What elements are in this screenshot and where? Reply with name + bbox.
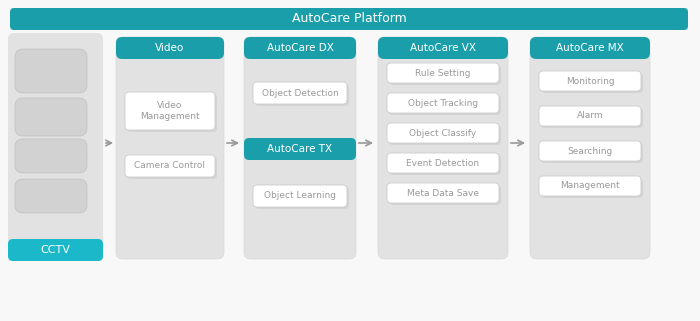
FancyBboxPatch shape — [387, 123, 499, 143]
Text: Event Detection: Event Detection — [407, 159, 480, 168]
Text: CCTV: CCTV — [41, 245, 71, 255]
Text: Rule Setting: Rule Setting — [415, 68, 470, 77]
FancyBboxPatch shape — [127, 157, 217, 179]
FancyBboxPatch shape — [244, 37, 356, 59]
Text: AutoCare MX: AutoCare MX — [556, 43, 624, 53]
FancyBboxPatch shape — [389, 125, 501, 145]
FancyBboxPatch shape — [541, 108, 643, 128]
FancyBboxPatch shape — [10, 8, 688, 30]
FancyBboxPatch shape — [387, 93, 499, 113]
FancyBboxPatch shape — [389, 185, 501, 205]
FancyBboxPatch shape — [15, 139, 87, 173]
FancyBboxPatch shape — [539, 106, 641, 126]
FancyBboxPatch shape — [8, 239, 103, 261]
FancyBboxPatch shape — [253, 82, 347, 104]
Text: Object Detection: Object Detection — [262, 89, 338, 98]
FancyBboxPatch shape — [541, 143, 643, 163]
FancyBboxPatch shape — [125, 92, 215, 130]
Text: Object Classify: Object Classify — [410, 128, 477, 137]
Text: AutoCare VX: AutoCare VX — [410, 43, 476, 53]
FancyBboxPatch shape — [539, 176, 641, 196]
FancyBboxPatch shape — [244, 138, 356, 160]
FancyBboxPatch shape — [255, 187, 349, 209]
FancyBboxPatch shape — [253, 185, 347, 207]
FancyBboxPatch shape — [378, 37, 508, 59]
FancyBboxPatch shape — [389, 95, 501, 115]
FancyBboxPatch shape — [541, 178, 643, 198]
FancyBboxPatch shape — [541, 73, 643, 93]
Text: Camera Control: Camera Control — [134, 161, 206, 170]
FancyBboxPatch shape — [8, 33, 103, 261]
FancyBboxPatch shape — [116, 37, 224, 59]
Text: AutoCare DX: AutoCare DX — [267, 43, 333, 53]
Text: Monitoring: Monitoring — [566, 76, 615, 85]
Text: AutoCare TX: AutoCare TX — [267, 144, 332, 154]
FancyBboxPatch shape — [387, 153, 499, 173]
FancyBboxPatch shape — [15, 49, 87, 93]
FancyBboxPatch shape — [387, 183, 499, 203]
Text: AutoCare Platform: AutoCare Platform — [292, 13, 407, 25]
FancyBboxPatch shape — [378, 37, 508, 259]
FancyBboxPatch shape — [539, 71, 641, 91]
Text: Meta Data Save: Meta Data Save — [407, 188, 479, 197]
FancyBboxPatch shape — [387, 63, 499, 83]
FancyBboxPatch shape — [244, 37, 356, 259]
FancyBboxPatch shape — [530, 37, 650, 259]
FancyBboxPatch shape — [15, 98, 87, 136]
Text: Object Learning: Object Learning — [264, 192, 336, 201]
FancyBboxPatch shape — [389, 155, 501, 175]
Text: Object Tracking: Object Tracking — [408, 99, 478, 108]
FancyBboxPatch shape — [255, 84, 349, 106]
FancyBboxPatch shape — [127, 94, 217, 132]
Text: Video
Management: Video Management — [140, 101, 199, 121]
FancyBboxPatch shape — [116, 37, 224, 259]
FancyBboxPatch shape — [15, 179, 87, 213]
Text: Video: Video — [155, 43, 185, 53]
FancyBboxPatch shape — [389, 65, 501, 85]
Text: Searching: Searching — [568, 146, 612, 155]
FancyBboxPatch shape — [539, 141, 641, 161]
FancyBboxPatch shape — [125, 155, 215, 177]
FancyBboxPatch shape — [530, 37, 650, 59]
Text: Alarm: Alarm — [577, 111, 603, 120]
Text: Management: Management — [560, 181, 620, 190]
